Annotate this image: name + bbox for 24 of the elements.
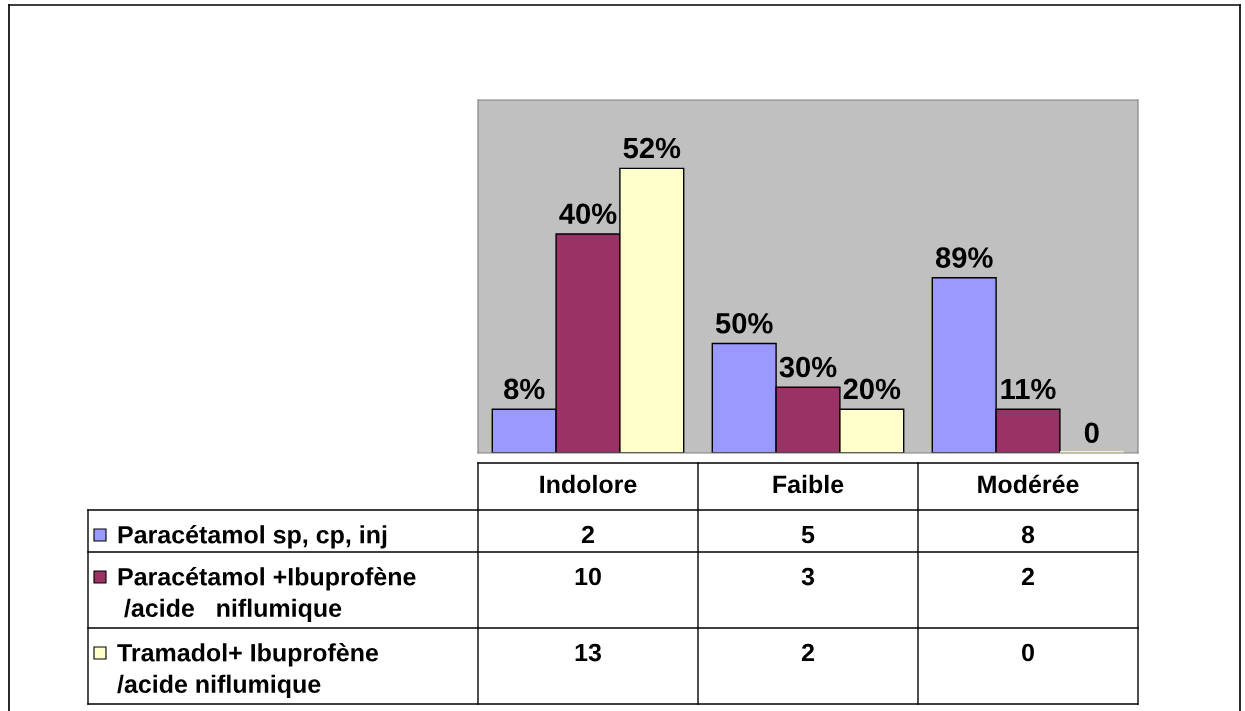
annotation: 89% — [935, 247, 993, 268]
data-label: 8 — [1021, 525, 1035, 544]
data-label: 10 — [575, 567, 601, 586]
annotation: 0 — [1084, 422, 1099, 444]
annotation: 50% — [715, 312, 773, 334]
data-label: 2 — [581, 525, 594, 544]
data-label: 3 — [801, 567, 815, 586]
data-label: 2 — [801, 643, 814, 662]
data-label: 13 — [575, 643, 601, 662]
data-label: 0 — [1022, 643, 1034, 662]
x-tick-label: Faible — [773, 474, 844, 494]
legend-label: Tramadol+ Ibuprofène /acide niflumique — [117, 643, 378, 698]
x-tick-label: Indolore — [540, 474, 637, 494]
annotation: 30% — [779, 356, 837, 378]
data-label: 2 — [1021, 567, 1034, 586]
data-label: 5 — [801, 525, 815, 544]
text: 52% — [623, 137, 681, 159]
annotation: 11% — [1001, 378, 1056, 400]
x-tick-label: Modérée — [978, 474, 1079, 494]
annotation: 8% — [504, 378, 545, 400]
legend-label: Paracétamol sp, cp, inj — [118, 525, 387, 549]
annotation: 40% — [559, 203, 617, 225]
annotation: 20% — [843, 378, 901, 400]
legend-label: Paracétamol +Ibuprofène /acide niflumique — [118, 567, 416, 622]
